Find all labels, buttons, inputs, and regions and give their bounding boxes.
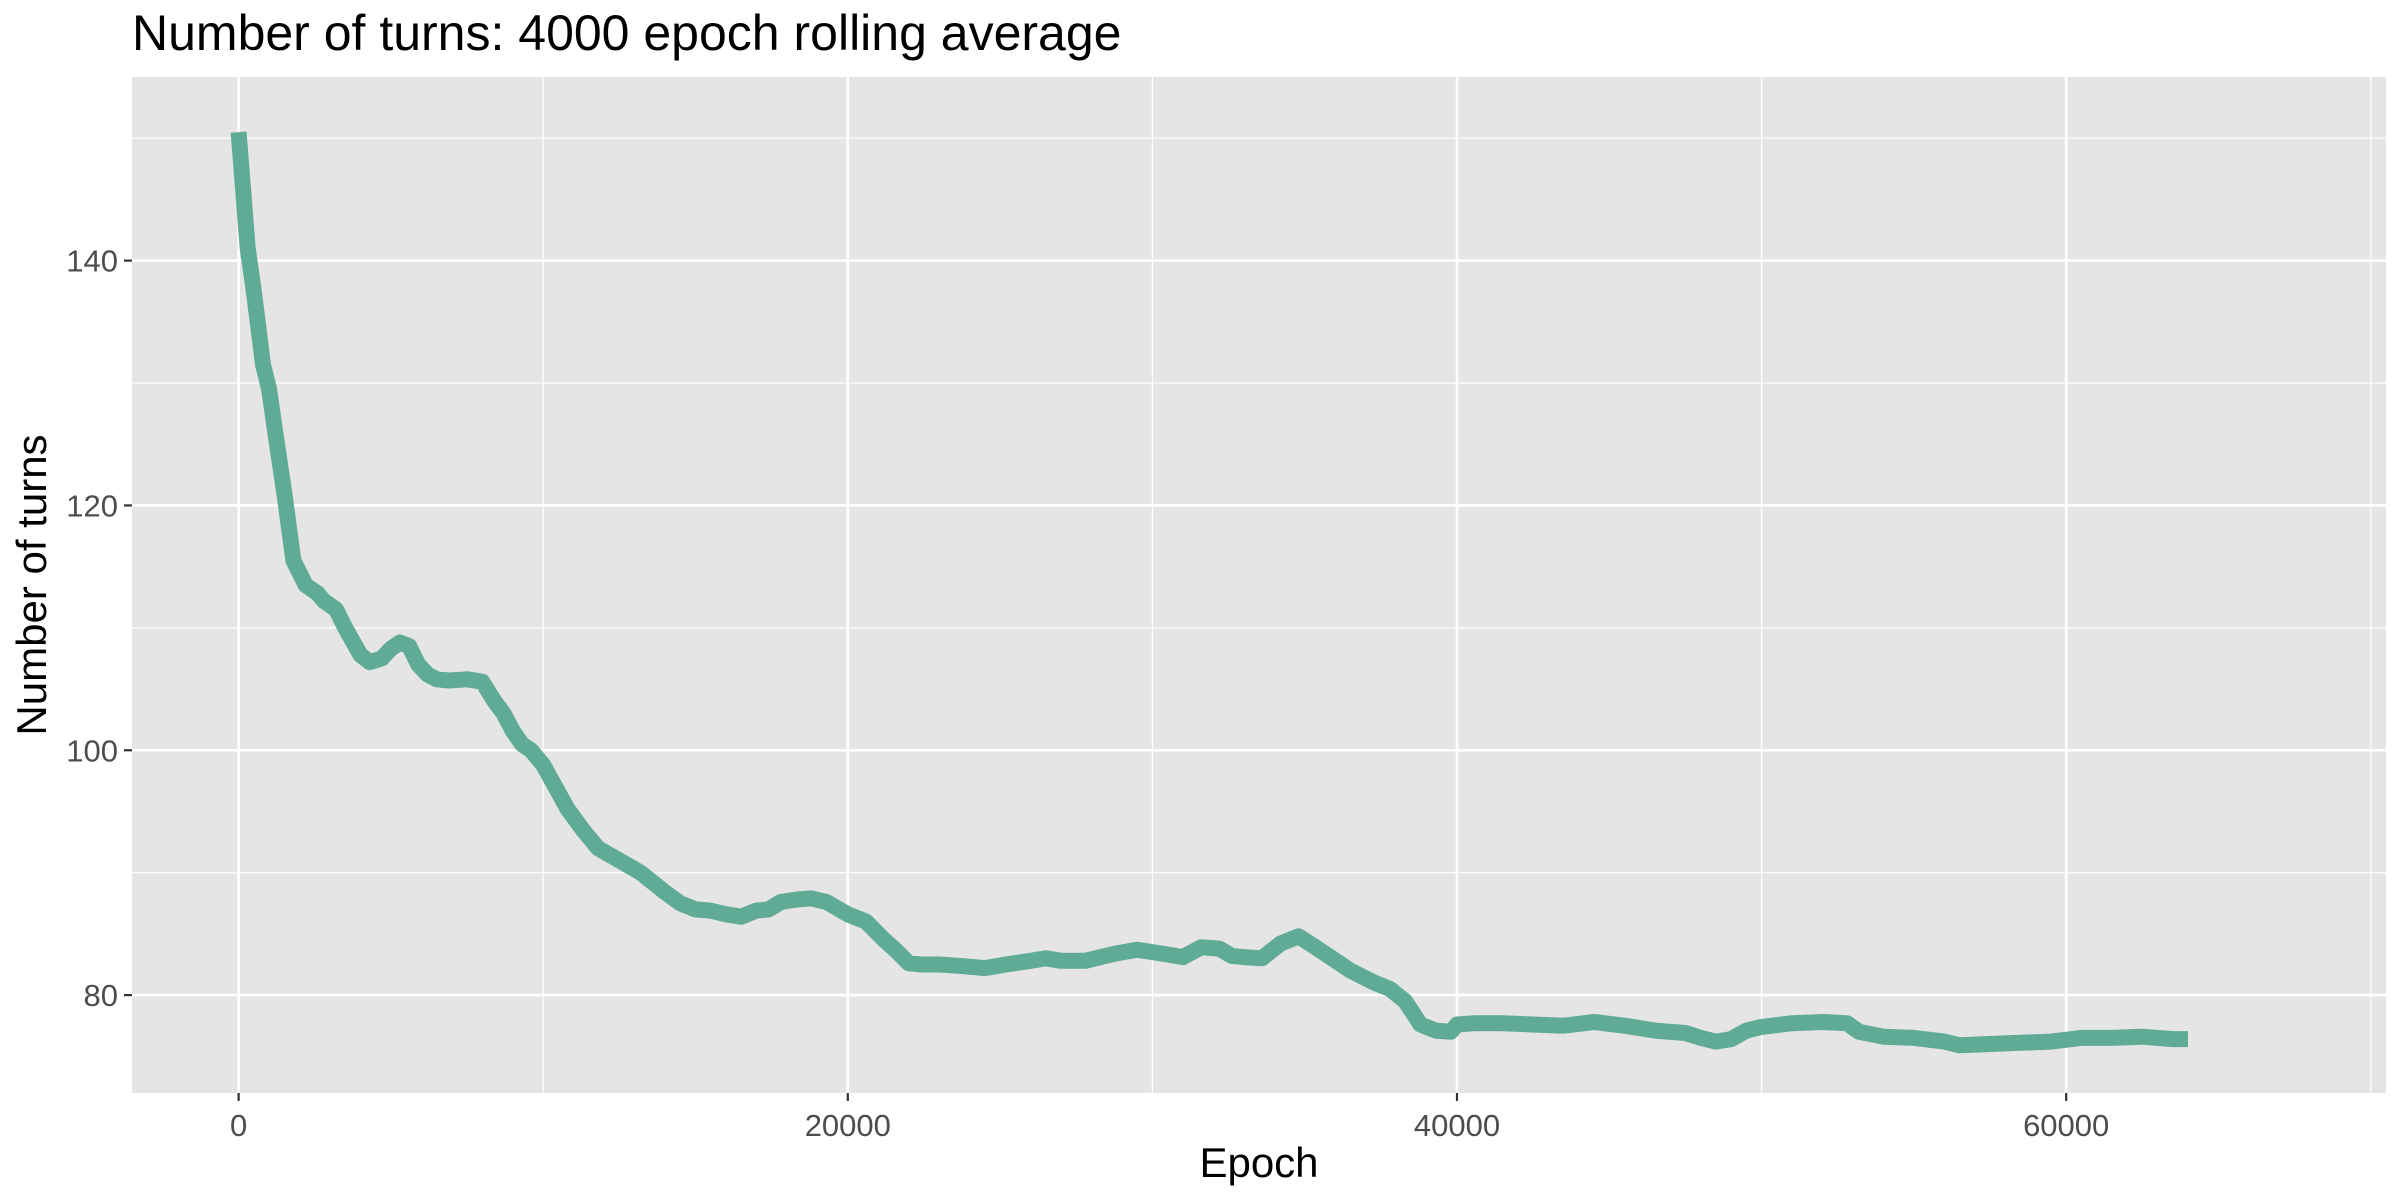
x-tick-label-0: 0 — [230, 1108, 247, 1143]
panel-background — [132, 77, 2386, 1093]
x-tick-label-2: 40000 — [1414, 1108, 1500, 1143]
x-axis: 0 20000 40000 60000 — [230, 1093, 2109, 1143]
y-tick-label-0: 80 — [84, 978, 118, 1013]
y-axis-title: Number of turns — [8, 434, 55, 735]
y-axis: 80 100 120 140 — [66, 244, 132, 1013]
y-tick-label-2: 120 — [66, 488, 118, 523]
x-tick-label-3: 60000 — [2023, 1108, 2109, 1143]
series-group — [230, 131, 2188, 1054]
y-tick-label-3: 140 — [66, 244, 118, 279]
x-axis-title: Epoch — [1199, 1139, 1318, 1186]
major-gridlines — [132, 77, 2386, 1093]
x-tick-label-1: 20000 — [805, 1108, 891, 1143]
series-line-0 — [230, 131, 2188, 1054]
y-tick-label-1: 100 — [66, 733, 118, 768]
chart-title: Number of turns: 4000 epoch rolling aver… — [132, 5, 1121, 61]
minor-gridlines — [132, 77, 2386, 1093]
